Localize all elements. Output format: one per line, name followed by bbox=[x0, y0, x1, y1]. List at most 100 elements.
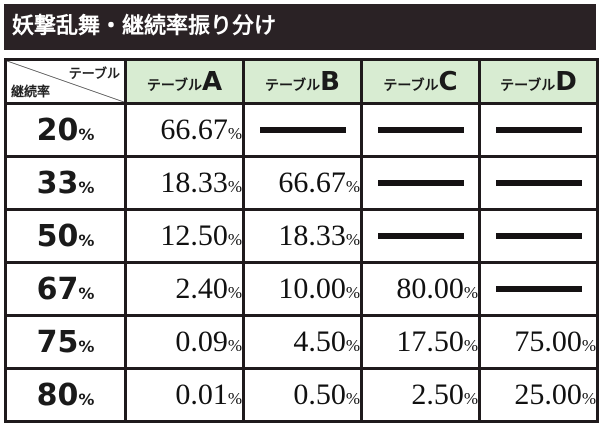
cell-value: 10.00 bbox=[278, 272, 346, 305]
table-cell: 12.50% bbox=[124, 208, 245, 264]
table-row: 20% 66.67% bbox=[4, 102, 599, 158]
cell-unit: % bbox=[227, 283, 242, 302]
cell-unit: % bbox=[345, 389, 360, 408]
table-cell-empty bbox=[360, 208, 481, 264]
table-cell: 25.00% bbox=[478, 367, 599, 423]
dash-mark bbox=[259, 127, 346, 134]
dash-mark bbox=[377, 233, 464, 240]
cell-value: 75.00 bbox=[514, 325, 582, 358]
cell-unit: % bbox=[345, 336, 360, 355]
rate-unit: % bbox=[78, 124, 95, 144]
cell-value: 25.00 bbox=[514, 378, 582, 411]
cell-value: 80.00 bbox=[396, 272, 464, 305]
table-row: 33% 18.33% 66.67% bbox=[4, 155, 599, 211]
rate-unit: % bbox=[78, 177, 95, 197]
cell-unit: % bbox=[581, 389, 596, 408]
row-header: 20% bbox=[4, 102, 127, 158]
cell-unit: % bbox=[463, 389, 478, 408]
table-body: 20% 66.67% 33% 18.33% 66.67% 50% 12.50% 18.33% 6… bbox=[4, 102, 599, 423]
rate-value: 33 bbox=[36, 165, 79, 201]
cell-unit: % bbox=[227, 177, 242, 196]
dash-mark bbox=[495, 286, 582, 293]
rate-unit: % bbox=[78, 389, 95, 409]
table-row: 67% 2.40% 10.00% 80.00% bbox=[4, 261, 599, 317]
column-prefix: テーブル bbox=[265, 77, 321, 94]
rate-value: 75 bbox=[36, 324, 79, 360]
cell-unit: % bbox=[345, 283, 360, 302]
row-header: 33% bbox=[4, 155, 127, 211]
table-cell-empty bbox=[360, 102, 481, 158]
corner-bottom-label: 継続率 bbox=[11, 85, 51, 100]
cell-unit: % bbox=[581, 336, 596, 355]
rate-value: 50 bbox=[36, 218, 79, 254]
column-header-a: テーブルA bbox=[124, 58, 245, 105]
rate-unit: % bbox=[78, 230, 95, 250]
header-row: テーブル 継続率 テーブルA テーブルB テーブルC テーブルD bbox=[4, 58, 599, 105]
cell-value: 66.67 bbox=[160, 113, 228, 146]
table-cell-empty bbox=[478, 155, 599, 211]
dash-mark bbox=[495, 233, 582, 240]
column-letter: C bbox=[438, 66, 458, 97]
cell-value: 4.50 bbox=[293, 325, 346, 358]
cell-value: 18.33 bbox=[278, 219, 346, 252]
corner-top-label: テーブル bbox=[68, 67, 120, 82]
table-cell: 80.00% bbox=[360, 261, 481, 317]
rate-unit: % bbox=[78, 336, 95, 356]
cell-unit: % bbox=[463, 283, 478, 302]
cell-value: 2.40 bbox=[175, 272, 228, 305]
table-cell: 18.33% bbox=[124, 155, 245, 211]
table-panel: 妖撃乱舞・継続率振り分け テーブル 継続率 テーブルA テーブルB テーブルC … bbox=[4, 4, 599, 432]
cell-unit: % bbox=[463, 336, 478, 355]
row-header: 67% bbox=[4, 261, 127, 317]
corner-cell: テーブル 継続率 bbox=[4, 58, 127, 105]
page-title: 妖撃乱舞・継続率振り分け bbox=[4, 4, 596, 50]
table-row: 75% 0.09% 4.50% 17.50% 75.00% bbox=[4, 314, 599, 370]
rate-value: 20 bbox=[36, 112, 79, 148]
cell-unit: % bbox=[227, 389, 242, 408]
cell-value: 18.33 bbox=[160, 166, 228, 199]
table-row: 80% 0.01% 0.50% 2.50% 25.00% bbox=[4, 367, 599, 423]
rate-distribution-table: テーブル 継続率 テーブルA テーブルB テーブルC テーブルD 20% 66.6… bbox=[4, 58, 599, 423]
dash-mark bbox=[495, 127, 582, 134]
column-letter: D bbox=[555, 66, 577, 97]
table-cell: 66.67% bbox=[124, 102, 245, 158]
cell-unit: % bbox=[227, 230, 242, 249]
dash-mark bbox=[377, 127, 464, 134]
diagonal-divider bbox=[7, 61, 124, 102]
cell-unit: % bbox=[227, 124, 242, 143]
cell-unit: % bbox=[227, 336, 242, 355]
column-header-b: テーブルB bbox=[242, 58, 363, 105]
table-cell: 0.50% bbox=[242, 367, 363, 423]
table-cell: 66.67% bbox=[242, 155, 363, 211]
table-row: 50% 12.50% 18.33% bbox=[4, 208, 599, 264]
table-cell: 4.50% bbox=[242, 314, 363, 370]
table-cell: 2.50% bbox=[360, 367, 481, 423]
cell-value: 66.67 bbox=[278, 166, 346, 199]
table-cell: 10.00% bbox=[242, 261, 363, 317]
cell-unit: % bbox=[345, 177, 360, 196]
dash-mark bbox=[495, 180, 582, 187]
cell-value: 0.50 bbox=[293, 378, 346, 411]
column-letter: A bbox=[202, 66, 223, 97]
row-header: 75% bbox=[4, 314, 127, 370]
row-header: 50% bbox=[4, 208, 127, 264]
table-cell: 2.40% bbox=[124, 261, 245, 317]
table-cell-empty bbox=[478, 261, 599, 317]
table-cell-empty bbox=[360, 155, 481, 211]
cell-value: 0.01 bbox=[175, 378, 228, 411]
table-cell: 17.50% bbox=[360, 314, 481, 370]
column-header-d: テーブルD bbox=[478, 58, 599, 105]
table-cell-empty bbox=[478, 208, 599, 264]
row-header: 80% bbox=[4, 367, 127, 423]
column-header-c: テーブルC bbox=[360, 58, 481, 105]
table-cell: 18.33% bbox=[242, 208, 363, 264]
cell-value: 17.50 bbox=[396, 325, 464, 358]
cell-value: 0.09 bbox=[175, 325, 228, 358]
table-cell-empty bbox=[242, 102, 363, 158]
cell-value: 12.50 bbox=[160, 219, 228, 252]
table-cell: 0.01% bbox=[124, 367, 245, 423]
rate-value: 67 bbox=[36, 271, 79, 307]
rate-value: 80 bbox=[36, 377, 79, 413]
column-letter: B bbox=[320, 66, 340, 97]
table-cell-empty bbox=[478, 102, 599, 158]
